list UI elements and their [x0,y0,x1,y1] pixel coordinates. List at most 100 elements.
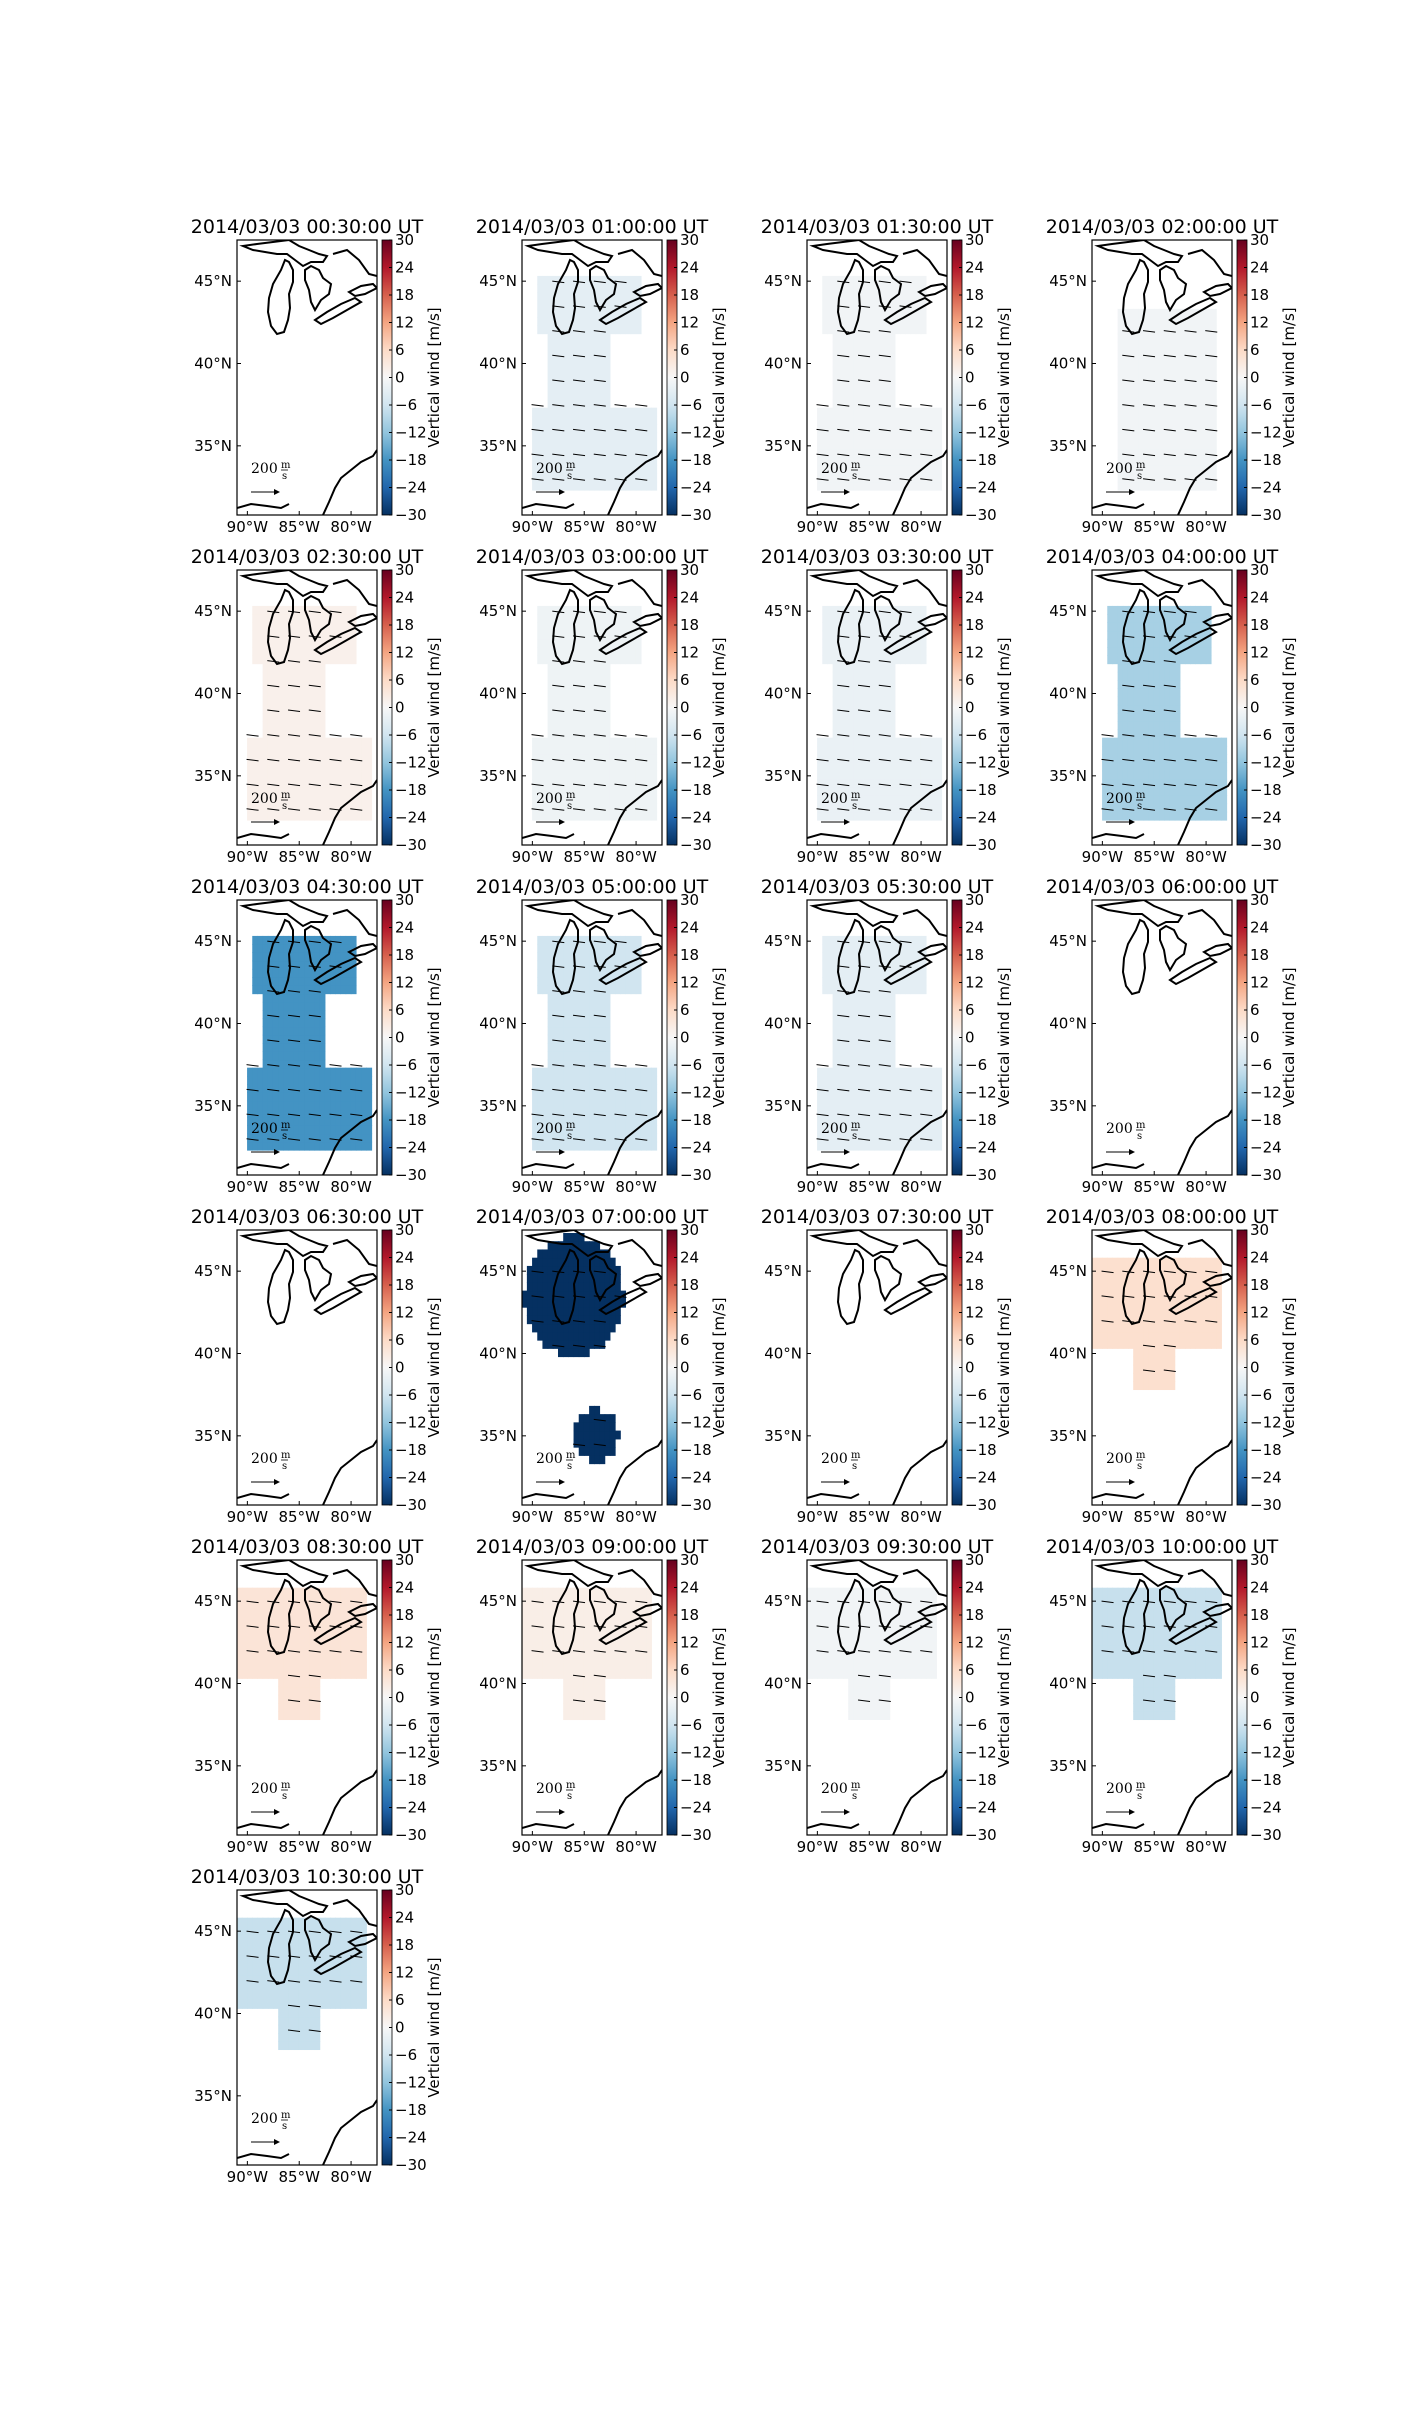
wind-cell [837,325,844,335]
wind-cell [319,1051,326,1061]
wind-cell [1159,754,1165,763]
wind-cell [868,638,875,648]
wind-cell [366,1092,373,1102]
wind-cell [936,737,943,747]
wind-cell [1133,704,1139,714]
scale-unit-den: s [1137,471,1142,482]
wind-cell [340,762,347,772]
wind-cell [573,1026,580,1036]
wind-cell [324,778,331,788]
wind-cell [1179,745,1186,755]
panel-title: 2014/03/03 05:00:00 UT [476,876,709,898]
wind-cell [257,1133,264,1143]
wind-cell [874,614,880,623]
wind-cell [345,614,352,623]
wind-cell [827,647,834,656]
wind-cell [1159,374,1165,384]
wind-cell [537,960,544,970]
wind-cell [837,721,844,731]
wind-cell [651,795,658,805]
wind-cell [547,432,554,442]
wind-vector [878,404,891,407]
wind-cell [1112,630,1119,640]
wind-vector [308,660,321,663]
wind-cell [324,1133,331,1143]
wind-cell [842,358,849,368]
colorbar-tick-label: 18 [965,286,984,304]
wind-cell [889,655,896,665]
wind-cell [1117,374,1124,384]
wind-cell [905,737,912,747]
wind-cell [247,1141,253,1151]
wind-cell [842,374,849,384]
wind-cell [868,696,875,706]
wind-cell [920,308,927,318]
wind-cell [1190,308,1197,318]
wind-cell [599,350,606,359]
wind-cell [868,655,875,665]
wind-cell [532,457,538,466]
wind-vector [1142,610,1156,614]
wind-cell [817,795,823,805]
wind-cell [298,977,305,986]
wind-cell [319,1133,326,1143]
wind-vector [267,1138,280,1141]
wind-cell [625,440,632,450]
wind-cell [1159,481,1165,491]
wind-cell [1148,308,1155,318]
wind-vector [267,783,280,787]
wind-cell [905,605,912,615]
wind-cell [267,745,274,755]
wind-cell [563,473,569,483]
wind-cell [1117,333,1124,343]
wind-cell [625,811,632,821]
wind-cell [625,465,632,475]
wind-vector [878,684,891,688]
wind-cell [599,729,606,739]
wind-cell [1127,770,1134,780]
map-frame [1091,569,1233,846]
wind-cell [853,481,860,491]
wind-cell [900,655,906,665]
wind-cell [578,977,585,986]
wind-cell [309,647,316,656]
wind-cell [837,457,844,466]
wind-cell [1195,308,1202,318]
wind-cell [262,729,269,739]
wind-cell [604,1026,611,1036]
wind-cell [547,407,554,417]
wind-cell [272,647,279,656]
wind-cell [635,325,642,335]
wind-vector [531,758,544,762]
wind-cell [568,1001,575,1011]
wind-cell [304,663,310,673]
wind-cell [552,391,559,401]
wind-cell [1164,374,1171,384]
wind-cell [1153,333,1160,343]
wind-cell [1133,358,1139,368]
wind-cell [1117,432,1124,442]
wind-cell [324,737,331,747]
x-tick-label: 85°W [564,848,606,866]
wind-cell [1122,473,1129,483]
wind-vector [246,1138,259,1141]
wind-cell [604,778,611,788]
wind-cell [868,300,875,310]
wind-cell [573,704,580,714]
wind-cell [889,638,896,648]
wind-cell [547,1075,554,1085]
colorbar-tick-label: −30 [965,506,997,524]
wind-vector [1142,478,1156,481]
wind-cell [247,803,253,813]
wind-cell [1133,696,1139,706]
colorbar-tick-label: −24 [680,809,712,827]
wind-cell [324,811,331,821]
wind-cell [910,655,917,665]
wind-cell [330,985,336,995]
wind-cell [874,341,880,351]
wind-cell [340,1067,347,1077]
wind-vector [1142,709,1156,712]
wind-cell [604,275,611,285]
wind-cell [900,605,906,615]
